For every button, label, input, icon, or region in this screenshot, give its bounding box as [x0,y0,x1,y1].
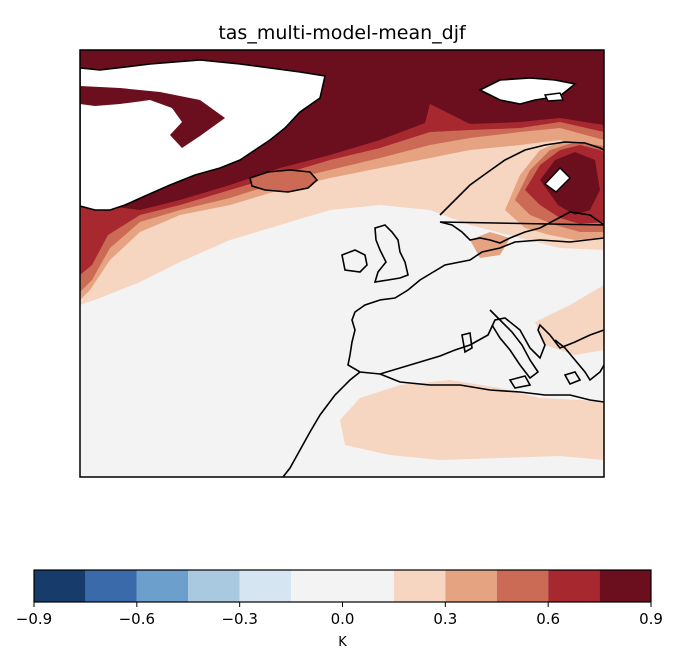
corsica-sardinia-coast [461,332,473,354]
colorbar-segment [599,570,651,602]
colorbar-segment [239,570,292,602]
colorbar-segment [136,570,189,602]
colorbar-segment [85,570,137,602]
greenland-warm-patch [80,86,225,148]
colorbar-segment [291,570,394,602]
colorbar-tick-label: −0.6 [119,610,155,628]
map-panel [80,50,604,477]
north-africa-coast [282,371,604,477]
colorbar-tick-label: 0.6 [536,610,560,628]
great-britain-coast [373,224,409,283]
balkan-coast [554,339,604,382]
ireland-coast [341,249,368,273]
colorbar-segment [34,570,86,602]
svalbard-landmass [478,77,577,105]
iceland-landmass [249,169,319,193]
colorbar-tick-label: −0.9 [16,610,52,628]
colorbar-segment [496,570,549,602]
island-small [543,92,565,102]
colorbar-segment [445,570,497,602]
colorbar-segment [393,570,446,602]
sicily-coast [508,375,532,389]
colorbar-unit-label: K [338,635,347,650]
scandinavia-white-lake [543,166,571,193]
colorbar-tick-label: 0.3 [433,610,457,628]
colorbar: −0.9 −0.6 −0.3 0.0 0.3 0.6 0.9 K [16,569,663,650]
map-frame [79,49,605,478]
coastlines [282,141,604,477]
colorbar-segment [188,570,240,602]
colorbar-tick-label: 0.0 [331,610,355,628]
anomaly-band-0.15-africa [340,380,604,460]
map-title: tas_multi-model-mean_djf [218,22,466,44]
aegean-coast [563,371,582,386]
colorbar-tick-label: 0.9 [639,610,663,628]
anomaly-band-0.75-scandinavia [540,152,600,215]
colorbar-tick-label: −0.3 [221,610,257,628]
scandinavia-coast [439,141,604,244]
italy-coast [489,309,540,380]
continental-europe-coast [347,237,604,375]
colorbar-segment [548,570,600,602]
